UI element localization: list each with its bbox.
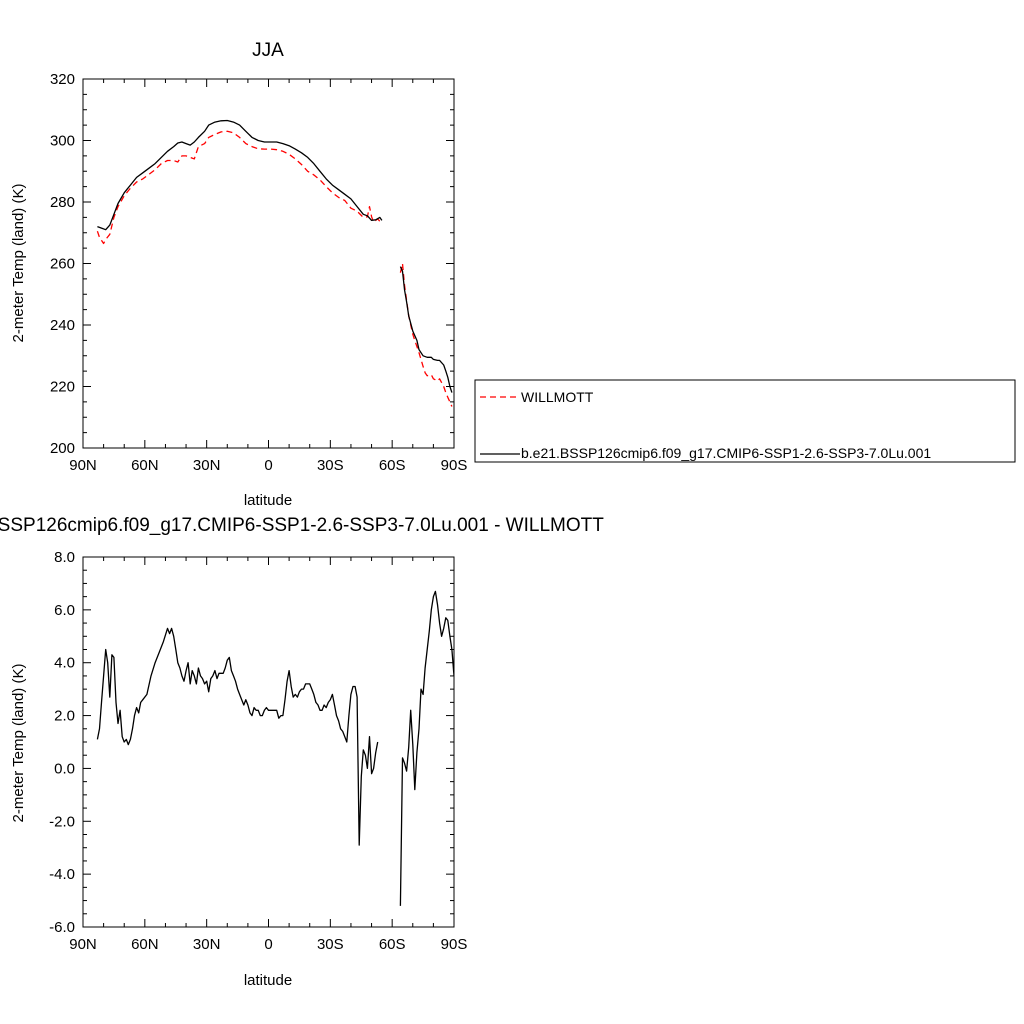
- x-tick-label: 30S: [317, 457, 344, 474]
- plot-frame: [82, 556, 455, 928]
- x-tick-label: 90S: [441, 457, 468, 474]
- x-tick-label: 60S: [379, 936, 406, 953]
- x-tick-label: 0: [264, 936, 272, 953]
- series-line-1-seg-1: [399, 266, 453, 393]
- bottom-chart-ylabel: 2-meter Temp (land) (K): [10, 664, 27, 823]
- y-tick-label: 260: [50, 256, 75, 273]
- y-tick-label: -6.0: [49, 919, 75, 936]
- x-tick-label: 90N: [69, 936, 97, 953]
- series-group: [96, 590, 454, 906]
- top-chart: JJA latitude 2-meter Temp (land) (K) 90N…: [10, 40, 467, 509]
- y-tick-label: 280: [50, 194, 75, 211]
- bottom-chart-xlabel: latitude: [244, 972, 292, 989]
- x-tick-label: 60N: [131, 457, 159, 474]
- legend-label-model: b.e21.BSSP126cmip6.f09_g17.CMIP6-SSP1-2.…: [521, 445, 931, 461]
- series-line-0-seg-0: [96, 130, 383, 245]
- y-tick-label: 240: [50, 317, 75, 334]
- y-tick-label: -2.0: [49, 813, 75, 830]
- bottom-chart: b.e21.BSSP126cmip6.f09_g17.CMIP6-SSP1-2.…: [0, 515, 604, 989]
- y-tick-label: 200: [50, 440, 75, 457]
- legend-label-willmott: WILLMOTT: [521, 389, 594, 405]
- series-line-0-seg-1: [399, 262, 453, 407]
- x-tick-label: 90S: [441, 936, 468, 953]
- y-tick-label: 320: [50, 71, 75, 88]
- legend-box: [474, 379, 1016, 463]
- y-tick-label: -4.0: [49, 866, 75, 883]
- x-tick-label: 60N: [131, 936, 159, 953]
- x-tick-label: 60S: [379, 457, 406, 474]
- y-tick-label: 300: [50, 133, 75, 150]
- x-tick-label: 90N: [69, 457, 97, 474]
- x-tick-label: 30N: [193, 936, 221, 953]
- series-line-0-seg-1: [399, 590, 454, 906]
- y-tick-label: 6.0: [54, 602, 75, 619]
- plot-frame: [82, 78, 455, 449]
- top-chart-xlabel: latitude: [244, 492, 292, 509]
- y-tick-label: 0.0: [54, 760, 75, 777]
- y-tick-label: 2.0: [54, 708, 75, 725]
- y-tick-label: 220: [50, 379, 75, 396]
- series-line-0-seg-0: [96, 627, 379, 846]
- top-chart-ylabel: 2-meter Temp (land) (K): [10, 184, 27, 343]
- legend: WILLMOTT b.e21.BSSP126cmip6.f09_g17.CMIP…: [474, 379, 1016, 463]
- series-line-1-seg-0: [97, 119, 383, 231]
- x-tick-label: 30S: [317, 936, 344, 953]
- bottom-chart-title: b.e21.BSSP126cmip6.f09_g17.CMIP6-SSP1-2.…: [0, 515, 604, 536]
- y-tick-label: 8.0: [54, 549, 75, 566]
- series-group: [96, 119, 453, 407]
- top-chart-title: JJA: [252, 40, 284, 61]
- x-tick-label: 0: [264, 457, 272, 474]
- x-tick-label: 30N: [193, 457, 221, 474]
- y-tick-label: 4.0: [54, 655, 75, 672]
